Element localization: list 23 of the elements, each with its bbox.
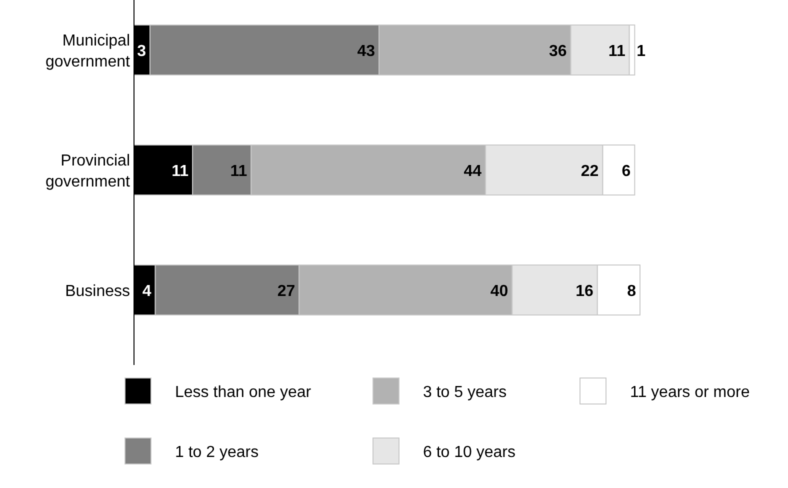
- legend-label: 1 to 2 years: [175, 444, 259, 461]
- data-label: 8: [627, 283, 636, 300]
- y-tick-label: Municipal government: [46, 32, 131, 70]
- data-label: 3: [137, 43, 146, 60]
- data-label: 36: [548, 43, 567, 60]
- data-label: 4: [142, 283, 152, 300]
- data-label: 40: [490, 283, 508, 300]
- data-label: 1: [636, 43, 646, 60]
- data-label: 11: [172, 163, 189, 180]
- data-label: 43: [357, 43, 376, 60]
- legend-label: 11 years or more: [630, 384, 750, 401]
- data-label: 11: [230, 163, 248, 180]
- y-tick-label: Provincial government: [46, 152, 131, 190]
- y-tick-label: Business: [65, 283, 130, 300]
- data-label: 27: [277, 283, 296, 300]
- legend-label: Less than one year: [175, 384, 312, 401]
- legend-label: 3 to 5 years: [423, 384, 507, 401]
- data-label: 16: [576, 283, 594, 300]
- data-label: 11: [608, 43, 626, 60]
- legend-label: 6 to 10 years: [423, 444, 516, 461]
- data-label: 44: [464, 163, 482, 180]
- data-label: 6: [622, 163, 631, 180]
- data-label: 22: [580, 163, 599, 180]
